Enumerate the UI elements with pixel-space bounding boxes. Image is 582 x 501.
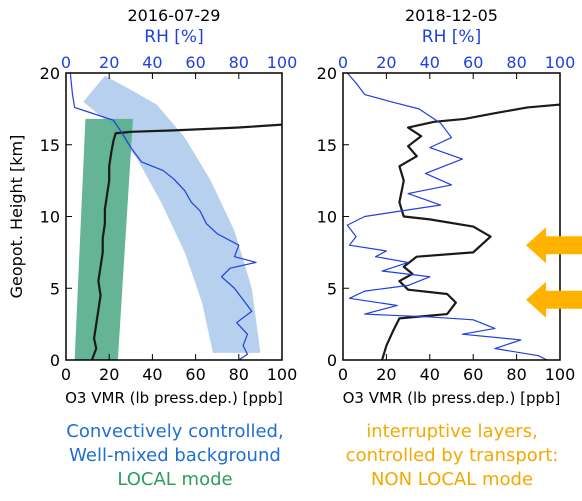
panel2-ytick-label: 15	[317, 136, 337, 155]
panel1-xtick-label: 80	[229, 365, 249, 384]
panel1-ytick-label: 20	[40, 64, 60, 83]
panel1-ytick-label: 15	[40, 136, 60, 155]
caption-right-line2: controlled by transport:	[345, 445, 559, 466]
panel1-xtick-label: 60	[185, 365, 205, 384]
panel1-x2tick-label: 20	[99, 53, 119, 72]
panel1-x-axis-label: O3 VMR (lb press.dep.) [ppb]	[65, 389, 283, 407]
panel1-title: 2016-07-29	[128, 6, 221, 25]
panel2-xtick-label: 80	[506, 365, 526, 384]
caption-left: Convectively controlled, Well-mixed back…	[30, 420, 320, 492]
caption-right-mode: NON LOCAL mode	[370, 469, 534, 490]
panel1-series-o3-line	[90, 123, 283, 361]
panel2-ytick-label: 0	[327, 351, 337, 370]
panel1-x2tick-label: 100	[267, 53, 298, 72]
caption-left-mode: LOCAL mode	[117, 469, 233, 490]
panel1-y-axis-label: Geopot. Height [km]	[7, 135, 26, 299]
panel2-plot-frame	[342, 72, 561, 361]
panel1-x2tick-label: 80	[229, 53, 249, 72]
panel2-x-axis-label: O3 VMR (lb press.dep.) [ppb]	[343, 389, 561, 407]
panel1-xtick-label: 40	[142, 365, 162, 384]
panel1-ytick-label: 0	[50, 351, 60, 370]
panel1-ytick-label: 10	[40, 208, 60, 227]
panel2-x2tick-label: 80	[506, 53, 526, 72]
panel1-x2-axis-label: RH [%]	[144, 27, 203, 47]
caption-right-line1: interruptive layers,	[366, 421, 538, 442]
panel1-x2tick-label: 0	[61, 53, 71, 72]
panel2-x2tick-label: 0	[338, 53, 348, 72]
panel2-arrow-1	[526, 227, 582, 264]
panel2-xtick-label: 100	[545, 365, 576, 384]
caption-left-line1: Convectively controlled,	[66, 421, 284, 442]
panel2-x2-axis-label: RH [%]	[422, 27, 481, 47]
panel2-x2tick-label: 40	[420, 53, 440, 72]
panel2-x2tick-label: 60	[463, 53, 483, 72]
caption-right: interruptive layers, controlled by trans…	[322, 420, 582, 492]
panel2-title: 2018-12-05	[405, 6, 498, 25]
panel1-xtick-label: 100	[267, 365, 298, 384]
panel2-x2tick-label: 100	[545, 53, 576, 72]
panel2-x2tick-label: 20	[376, 53, 396, 72]
panel2-xtick-label: 60	[463, 365, 483, 384]
panel2-xtick-label: 20	[376, 365, 396, 384]
panel2-xtick-label: 40	[420, 365, 440, 384]
panel2-arrow-2	[526, 281, 582, 318]
panel1-xtick-label: 20	[99, 365, 119, 384]
panel2-xtick-label: 0	[338, 365, 348, 384]
panel1-series-rh-line	[69, 72, 257, 361]
panel2-series-rh-line	[346, 72, 548, 361]
panel1-xtick-label: 0	[61, 365, 71, 384]
panel2-ytick-label: 10	[317, 208, 337, 227]
caption-left-line2: Well-mixed background	[69, 445, 281, 466]
panel1-x2tick-label: 40	[142, 53, 162, 72]
panel2-series-o3-line	[381, 103, 561, 361]
panel1-x2tick-label: 60	[185, 53, 205, 72]
panel2-ytick-label: 5	[327, 279, 337, 298]
panel1-ytick-label: 5	[50, 279, 60, 298]
panel2-ytick-label: 20	[317, 64, 337, 83]
